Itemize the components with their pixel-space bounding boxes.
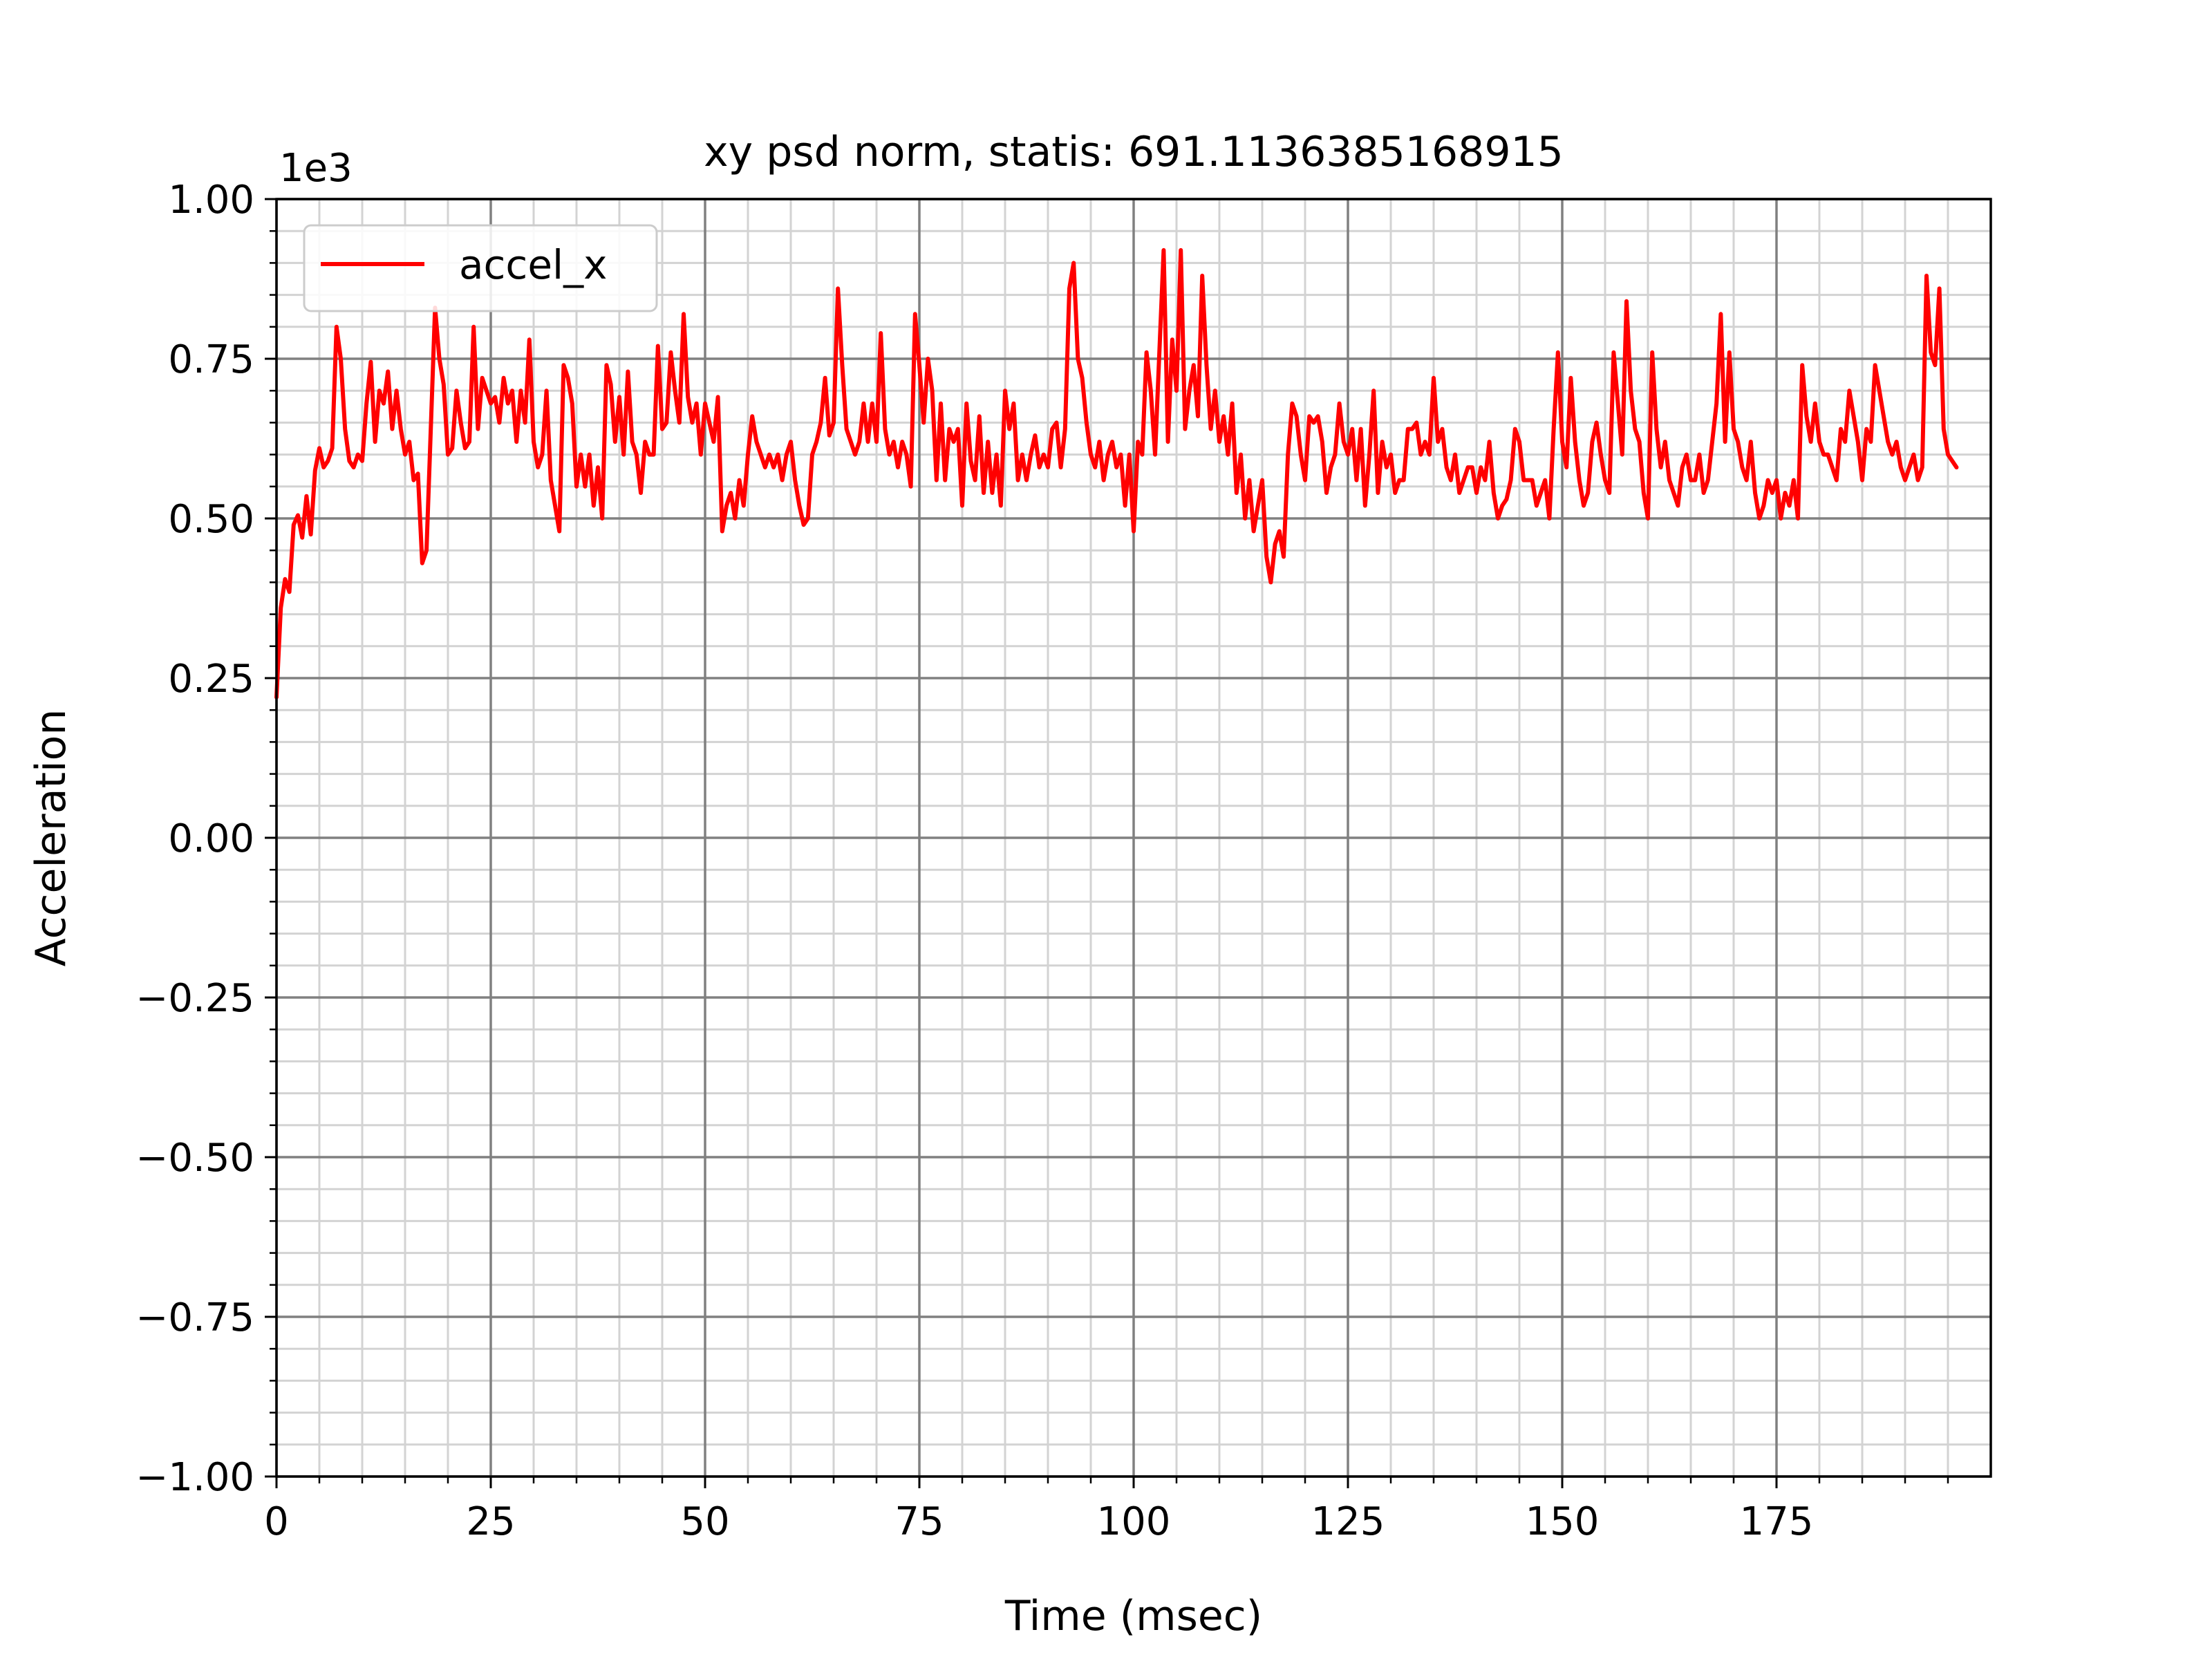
x-tick-label: 50 — [680, 1499, 729, 1544]
y-tick-label: 0.00 — [168, 816, 254, 861]
x-axis-label: Time (msec) — [1004, 1592, 1262, 1640]
y-axis-label: Acceleration — [27, 709, 75, 967]
axis-ticks — [265, 198, 1949, 1488]
x-tick-label: 25 — [466, 1499, 515, 1544]
x-tick-label: 75 — [894, 1499, 944, 1544]
legend-box — [303, 224, 658, 312]
y-tick-label: −1.00 — [135, 1455, 254, 1500]
chart-title: xy psd norm, statis: 691.1136385168915 — [704, 128, 1564, 176]
y-tick-label: 0.75 — [168, 337, 254, 382]
x-tick-label: 175 — [1740, 1499, 1814, 1544]
y-tick-labels: −1.00 −0.75 −0.50 −0.25 0.00 0.25 0.50 0.75 1.00 — [135, 178, 254, 1500]
y-tick-label: 0.25 — [168, 657, 254, 702]
legend: accel_x — [303, 224, 658, 312]
x-tick-label: 0 — [264, 1499, 289, 1544]
y-tick-label: 0.50 — [168, 497, 254, 542]
x-tick-labels: 0 25 50 75 100 125 150 175 — [264, 1499, 1813, 1544]
x-tick-label: 150 — [1526, 1499, 1600, 1544]
y-tick-label: −0.75 — [135, 1295, 254, 1340]
y-tick-label: −0.25 — [135, 976, 254, 1021]
x-tick-label: 125 — [1311, 1499, 1385, 1544]
y-offset-label: 1e3 — [279, 146, 353, 191]
y-tick-label: 1.00 — [168, 178, 254, 223]
series-line-accel_x — [274, 247, 1959, 700]
legend-label: accel_x — [459, 241, 607, 288]
x-tick-label: 100 — [1097, 1499, 1171, 1544]
y-tick-label: −0.50 — [135, 1136, 254, 1181]
series-layer — [274, 247, 1959, 700]
